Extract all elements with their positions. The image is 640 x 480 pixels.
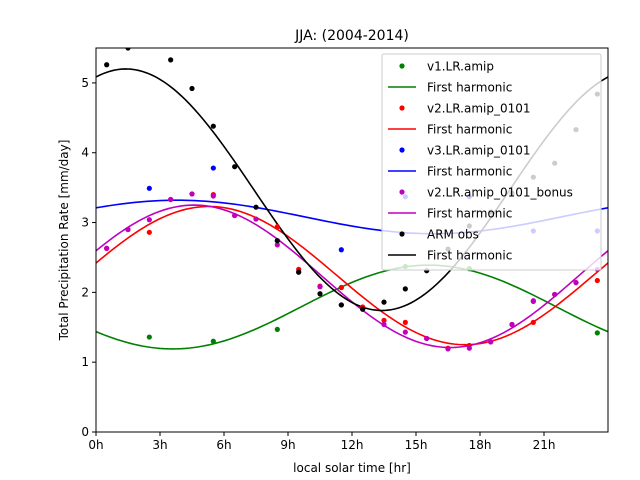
legend-label: ARM obs <box>427 228 479 242</box>
data-point <box>338 302 344 308</box>
data-point <box>104 245 110 251</box>
data-point <box>402 286 408 292</box>
x-axis-ticks: 0h 3h 6h 9h 12h 15h 18h 21h <box>88 432 555 452</box>
data-point <box>146 334 152 340</box>
harmonic-fit-line <box>96 205 608 346</box>
legend: v1.LR.amip First harmonic v2.LR.amip_0101 F… <box>381 53 602 271</box>
harmonic-fit-line <box>96 264 608 350</box>
data-point <box>530 319 536 325</box>
legend-marker <box>399 63 405 69</box>
data-point <box>210 338 216 344</box>
data-point <box>168 57 174 63</box>
y-axis-label: Total Precipitation Rate [mm/day] <box>57 140 71 342</box>
x-tick-label: 3h <box>152 438 167 452</box>
data-point <box>210 165 216 171</box>
data-point <box>338 247 344 253</box>
x-tick-label: 18h <box>469 438 492 452</box>
data-point <box>552 291 558 298</box>
data-point <box>253 204 259 210</box>
legend-marker <box>399 105 405 111</box>
data-point <box>274 326 280 332</box>
data-point <box>104 62 110 68</box>
data-point <box>594 277 600 284</box>
data-point <box>530 298 536 304</box>
legend-label: v1.LR.amip <box>427 60 494 74</box>
data-point <box>189 85 195 92</box>
y-tick-label: 2 <box>81 285 89 299</box>
x-tick-label: 6h <box>216 438 231 452</box>
data-point <box>509 321 515 328</box>
data-point <box>424 335 430 342</box>
x-tick-label: 0h <box>88 438 103 452</box>
data-point <box>232 212 238 219</box>
data-point <box>189 191 195 197</box>
data-point <box>146 217 152 223</box>
data-point <box>147 42 152 47</box>
x-tick-label: 21h <box>533 438 556 452</box>
data-point <box>317 284 323 290</box>
legend-label: First harmonic <box>427 249 512 263</box>
data-point <box>488 339 494 345</box>
y-tick-label: 4 <box>81 146 89 160</box>
legend-label: v2.LR.amip_0101 <box>427 102 531 116</box>
x-tick-label: 9h <box>280 438 295 452</box>
chart-title: JJA: (2004-2014) <box>294 28 409 44</box>
y-tick-label: 1 <box>81 355 89 369</box>
data-point <box>274 242 280 248</box>
data-point <box>253 216 259 222</box>
data-point <box>168 196 174 203</box>
legend-label: First harmonic <box>427 207 512 221</box>
x-tick-label: 15h <box>405 438 428 452</box>
legend-marker <box>399 231 405 237</box>
data-point <box>274 224 280 230</box>
legend-marker <box>399 147 405 153</box>
y-tick-label: 5 <box>81 76 89 90</box>
data-point <box>402 319 408 325</box>
x-axis-label: local solar time [hr] <box>293 461 411 475</box>
data-point <box>125 48 131 51</box>
legend-box <box>381 53 602 271</box>
data-point <box>466 345 472 351</box>
legend-label: First harmonic <box>427 165 512 179</box>
data-point <box>445 346 451 352</box>
data-point <box>210 123 216 129</box>
legend-label: First harmonic <box>427 123 512 137</box>
data-point <box>232 164 238 170</box>
data-point <box>210 193 216 199</box>
legend-label: v3.LR.amip_0101 <box>427 144 531 158</box>
data-point <box>402 329 408 335</box>
y-tick-label: 3 <box>81 216 89 230</box>
data-point <box>573 279 579 286</box>
data-point <box>360 306 366 312</box>
legend-label: First harmonic <box>427 81 512 95</box>
y-tick-label: 0 <box>81 425 89 439</box>
data-point <box>381 317 387 323</box>
x-tick-label: 12h <box>341 438 364 452</box>
legend-marker <box>399 189 405 195</box>
data-point <box>146 185 152 191</box>
data-point <box>296 269 302 275</box>
data-point <box>274 238 280 244</box>
data-point <box>381 299 387 305</box>
harmonic-fits <box>96 68 608 350</box>
data-point <box>338 284 344 291</box>
data-point <box>317 291 323 297</box>
data-point <box>381 321 387 328</box>
data-point <box>146 229 152 235</box>
data-point <box>594 330 600 336</box>
y-axis-ticks: 0 1 2 3 4 5 <box>81 76 96 439</box>
legend-label: v2.LR.amip_0101_bonus <box>427 186 573 200</box>
data-point <box>125 226 131 233</box>
